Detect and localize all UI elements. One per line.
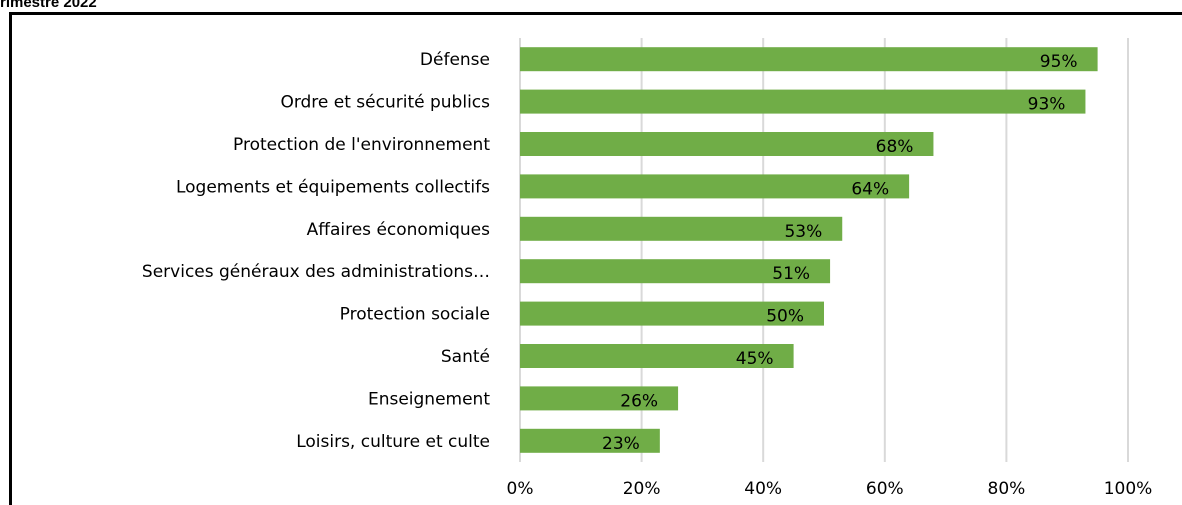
bar bbox=[520, 259, 831, 284]
x-tick-label: 100% bbox=[1104, 479, 1153, 499]
category-label: Loisirs, culture et culte bbox=[296, 432, 490, 452]
chart-title: rimestre 2022 bbox=[0, 0, 97, 11]
x-tick-label: 40% bbox=[744, 479, 782, 499]
data-label: 68% bbox=[876, 137, 914, 157]
data-label: 64% bbox=[851, 179, 889, 199]
category-label: Ordre et sécurité publics bbox=[280, 93, 490, 113]
x-tick-label: 20% bbox=[623, 479, 661, 499]
category-label: Protection sociale bbox=[340, 305, 490, 325]
x-tick-label: 0% bbox=[507, 479, 534, 499]
data-label: 26% bbox=[620, 391, 658, 411]
data-label: 50% bbox=[766, 307, 804, 327]
category-label: Défense bbox=[420, 50, 490, 70]
data-label: 95% bbox=[1040, 52, 1078, 72]
bar bbox=[520, 344, 794, 368]
category-label: Logements et équipements collectifs bbox=[176, 177, 490, 197]
bar bbox=[520, 132, 934, 156]
category-label: Services généraux des administrations… bbox=[142, 262, 490, 282]
bar bbox=[520, 47, 1098, 72]
category-label: Affaires économiques bbox=[307, 220, 491, 240]
category-label: Santé bbox=[441, 347, 490, 367]
bar bbox=[520, 216, 843, 241]
data-label: 45% bbox=[736, 349, 774, 369]
data-label: 93% bbox=[1028, 95, 1066, 115]
x-tick-label: 80% bbox=[988, 479, 1026, 499]
category-label: Protection de l'environnement bbox=[233, 135, 490, 155]
bar bbox=[520, 174, 910, 199]
chart-frame bbox=[9, 12, 1182, 505]
bar bbox=[520, 301, 824, 326]
bar bbox=[520, 89, 1086, 114]
bar bbox=[520, 428, 660, 453]
bar bbox=[520, 386, 679, 411]
x-tick-label: 60% bbox=[866, 479, 904, 499]
data-label: 23% bbox=[602, 434, 640, 454]
data-label: 53% bbox=[784, 222, 822, 242]
category-label: Enseignement bbox=[368, 389, 490, 409]
data-label: 51% bbox=[772, 264, 810, 284]
